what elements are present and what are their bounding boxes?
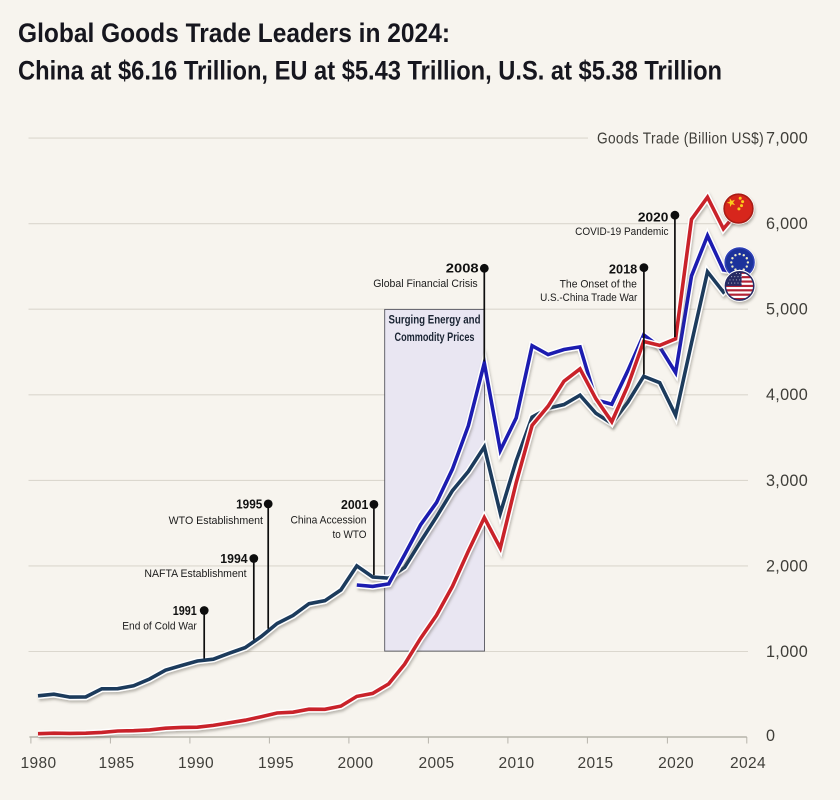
svg-text:to WTO: to WTO xyxy=(333,529,367,541)
svg-text:3,000: 3,000 xyxy=(766,472,808,490)
svg-text:1,000: 1,000 xyxy=(766,643,808,661)
svg-text:2005: 2005 xyxy=(419,755,455,772)
svg-text:2010: 2010 xyxy=(499,755,535,772)
svg-text:1995: 1995 xyxy=(258,755,294,772)
svg-text:WTO Establishment: WTO Establishment xyxy=(169,515,263,527)
svg-text:0: 0 xyxy=(766,727,775,745)
svg-text:1991: 1991 xyxy=(173,604,197,618)
svg-text:1990: 1990 xyxy=(178,755,214,772)
svg-text:6,000: 6,000 xyxy=(766,215,808,233)
svg-text:7,000: 7,000 xyxy=(766,130,808,148)
svg-text:COVID-19 Pandemic: COVID-19 Pandemic xyxy=(575,226,669,238)
svg-text:2020: 2020 xyxy=(658,755,694,772)
svg-text:2015: 2015 xyxy=(578,755,614,772)
svg-text:2008: 2008 xyxy=(446,262,479,276)
svg-text:1985: 1985 xyxy=(99,755,135,772)
svg-text:Commodity Prices: Commodity Prices xyxy=(395,332,475,344)
svg-text:U.S.-China Trade War: U.S.-China Trade War xyxy=(540,292,637,304)
svg-text:China Accession: China Accession xyxy=(291,515,367,527)
svg-text:2,000: 2,000 xyxy=(766,557,808,575)
svg-text:1980: 1980 xyxy=(21,755,57,772)
svg-text:2001: 2001 xyxy=(341,498,368,512)
svg-text:4,000: 4,000 xyxy=(766,386,808,404)
svg-text:1995: 1995 xyxy=(236,498,262,512)
svg-text:The Onset of the: The Onset of the xyxy=(560,278,637,290)
svg-text:2020: 2020 xyxy=(638,211,669,225)
svg-text:Global Goods Trade Leaders in: Global Goods Trade Leaders in 2024: xyxy=(18,18,450,48)
svg-text:Global Financial Crisis: Global Financial Crisis xyxy=(373,278,478,290)
svg-text:End of Cold War: End of Cold War xyxy=(122,620,197,632)
svg-text:5,000: 5,000 xyxy=(766,301,808,319)
svg-text:2018: 2018 xyxy=(609,263,637,277)
svg-text:Surging Energy and: Surging Energy and xyxy=(389,315,481,327)
svg-text:Goods Trade (Billion US$): Goods Trade (Billion US$) xyxy=(597,131,764,148)
svg-text:2000: 2000 xyxy=(338,755,374,772)
svg-text:1994: 1994 xyxy=(220,552,247,566)
svg-text:NAFTA Establishment: NAFTA Establishment xyxy=(144,568,246,580)
svg-text:2024: 2024 xyxy=(730,755,766,772)
svg-text:China at $6.16 Trillion, EU at: China at $6.16 Trillion, EU at $5.43 Tri… xyxy=(18,56,722,86)
